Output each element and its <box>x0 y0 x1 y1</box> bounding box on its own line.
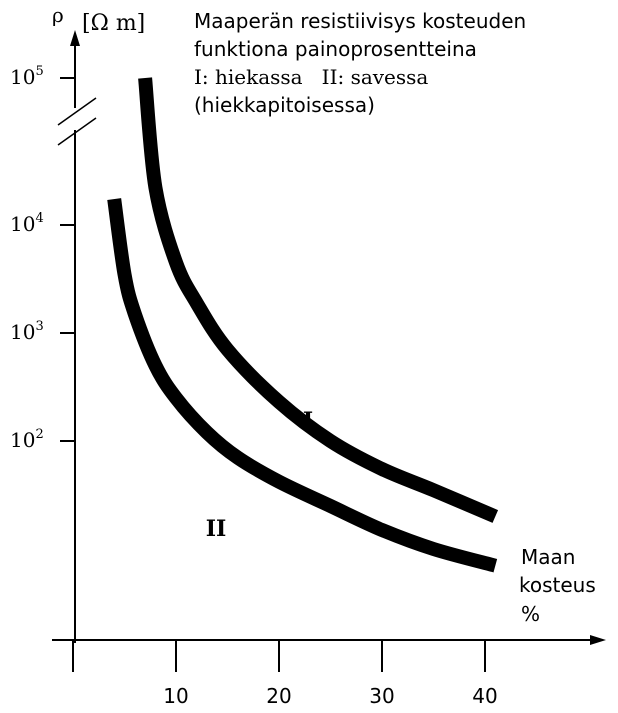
series-line-i <box>138 77 499 523</box>
curves: III <box>107 77 499 573</box>
axis-break-mark-1 <box>57 97 97 126</box>
x-tick-label: 10 <box>163 684 188 708</box>
chart-title-line-4: (hiekkapitoisessa) <box>194 93 375 117</box>
y-tick-label: 103 <box>10 319 44 344</box>
x-ticks: 10 20 30 40 <box>72 640 498 708</box>
x-tick-label: 30 <box>369 684 394 708</box>
y-axis-arrow <box>70 30 80 46</box>
x-axis-label-line-3: % <box>521 602 540 626</box>
x-axis-label-line-2: kosteus <box>519 573 596 597</box>
title-block: Maaperän resistiivisys kosteuden funktio… <box>194 9 526 117</box>
chart-title-line-1: Maaperän resistiivisys kosteuden <box>194 9 526 33</box>
y-tick-label: 102 <box>10 427 44 452</box>
series-label-ii: II <box>206 516 227 542</box>
series-line-ii <box>107 198 498 573</box>
x-tick-label: 40 <box>472 684 497 708</box>
chart-title-line-2: funktiona painoprosentteina <box>194 37 477 61</box>
axes <box>52 30 606 645</box>
series-label-i: I <box>303 408 313 434</box>
x-axis-label-line-1: Maan <box>521 545 575 569</box>
x-tick-label: 20 <box>266 684 291 708</box>
axis-break-gap <box>68 108 82 130</box>
y-tick-label: 104 <box>10 211 44 236</box>
y-ticks: 102 103 104 105 <box>10 64 75 452</box>
chart-title-line-3: I: hiekassa II: savessa <box>194 65 428 89</box>
y-axis-symbol: ρ <box>52 3 64 27</box>
y-axis-unit: [Ω m] <box>82 11 145 36</box>
axis-break-mark-2 <box>57 117 97 146</box>
x-axis-arrow <box>590 635 606 645</box>
y-tick-label: 105 <box>10 64 44 89</box>
x-axis-label: Maan kosteus % <box>519 545 596 626</box>
